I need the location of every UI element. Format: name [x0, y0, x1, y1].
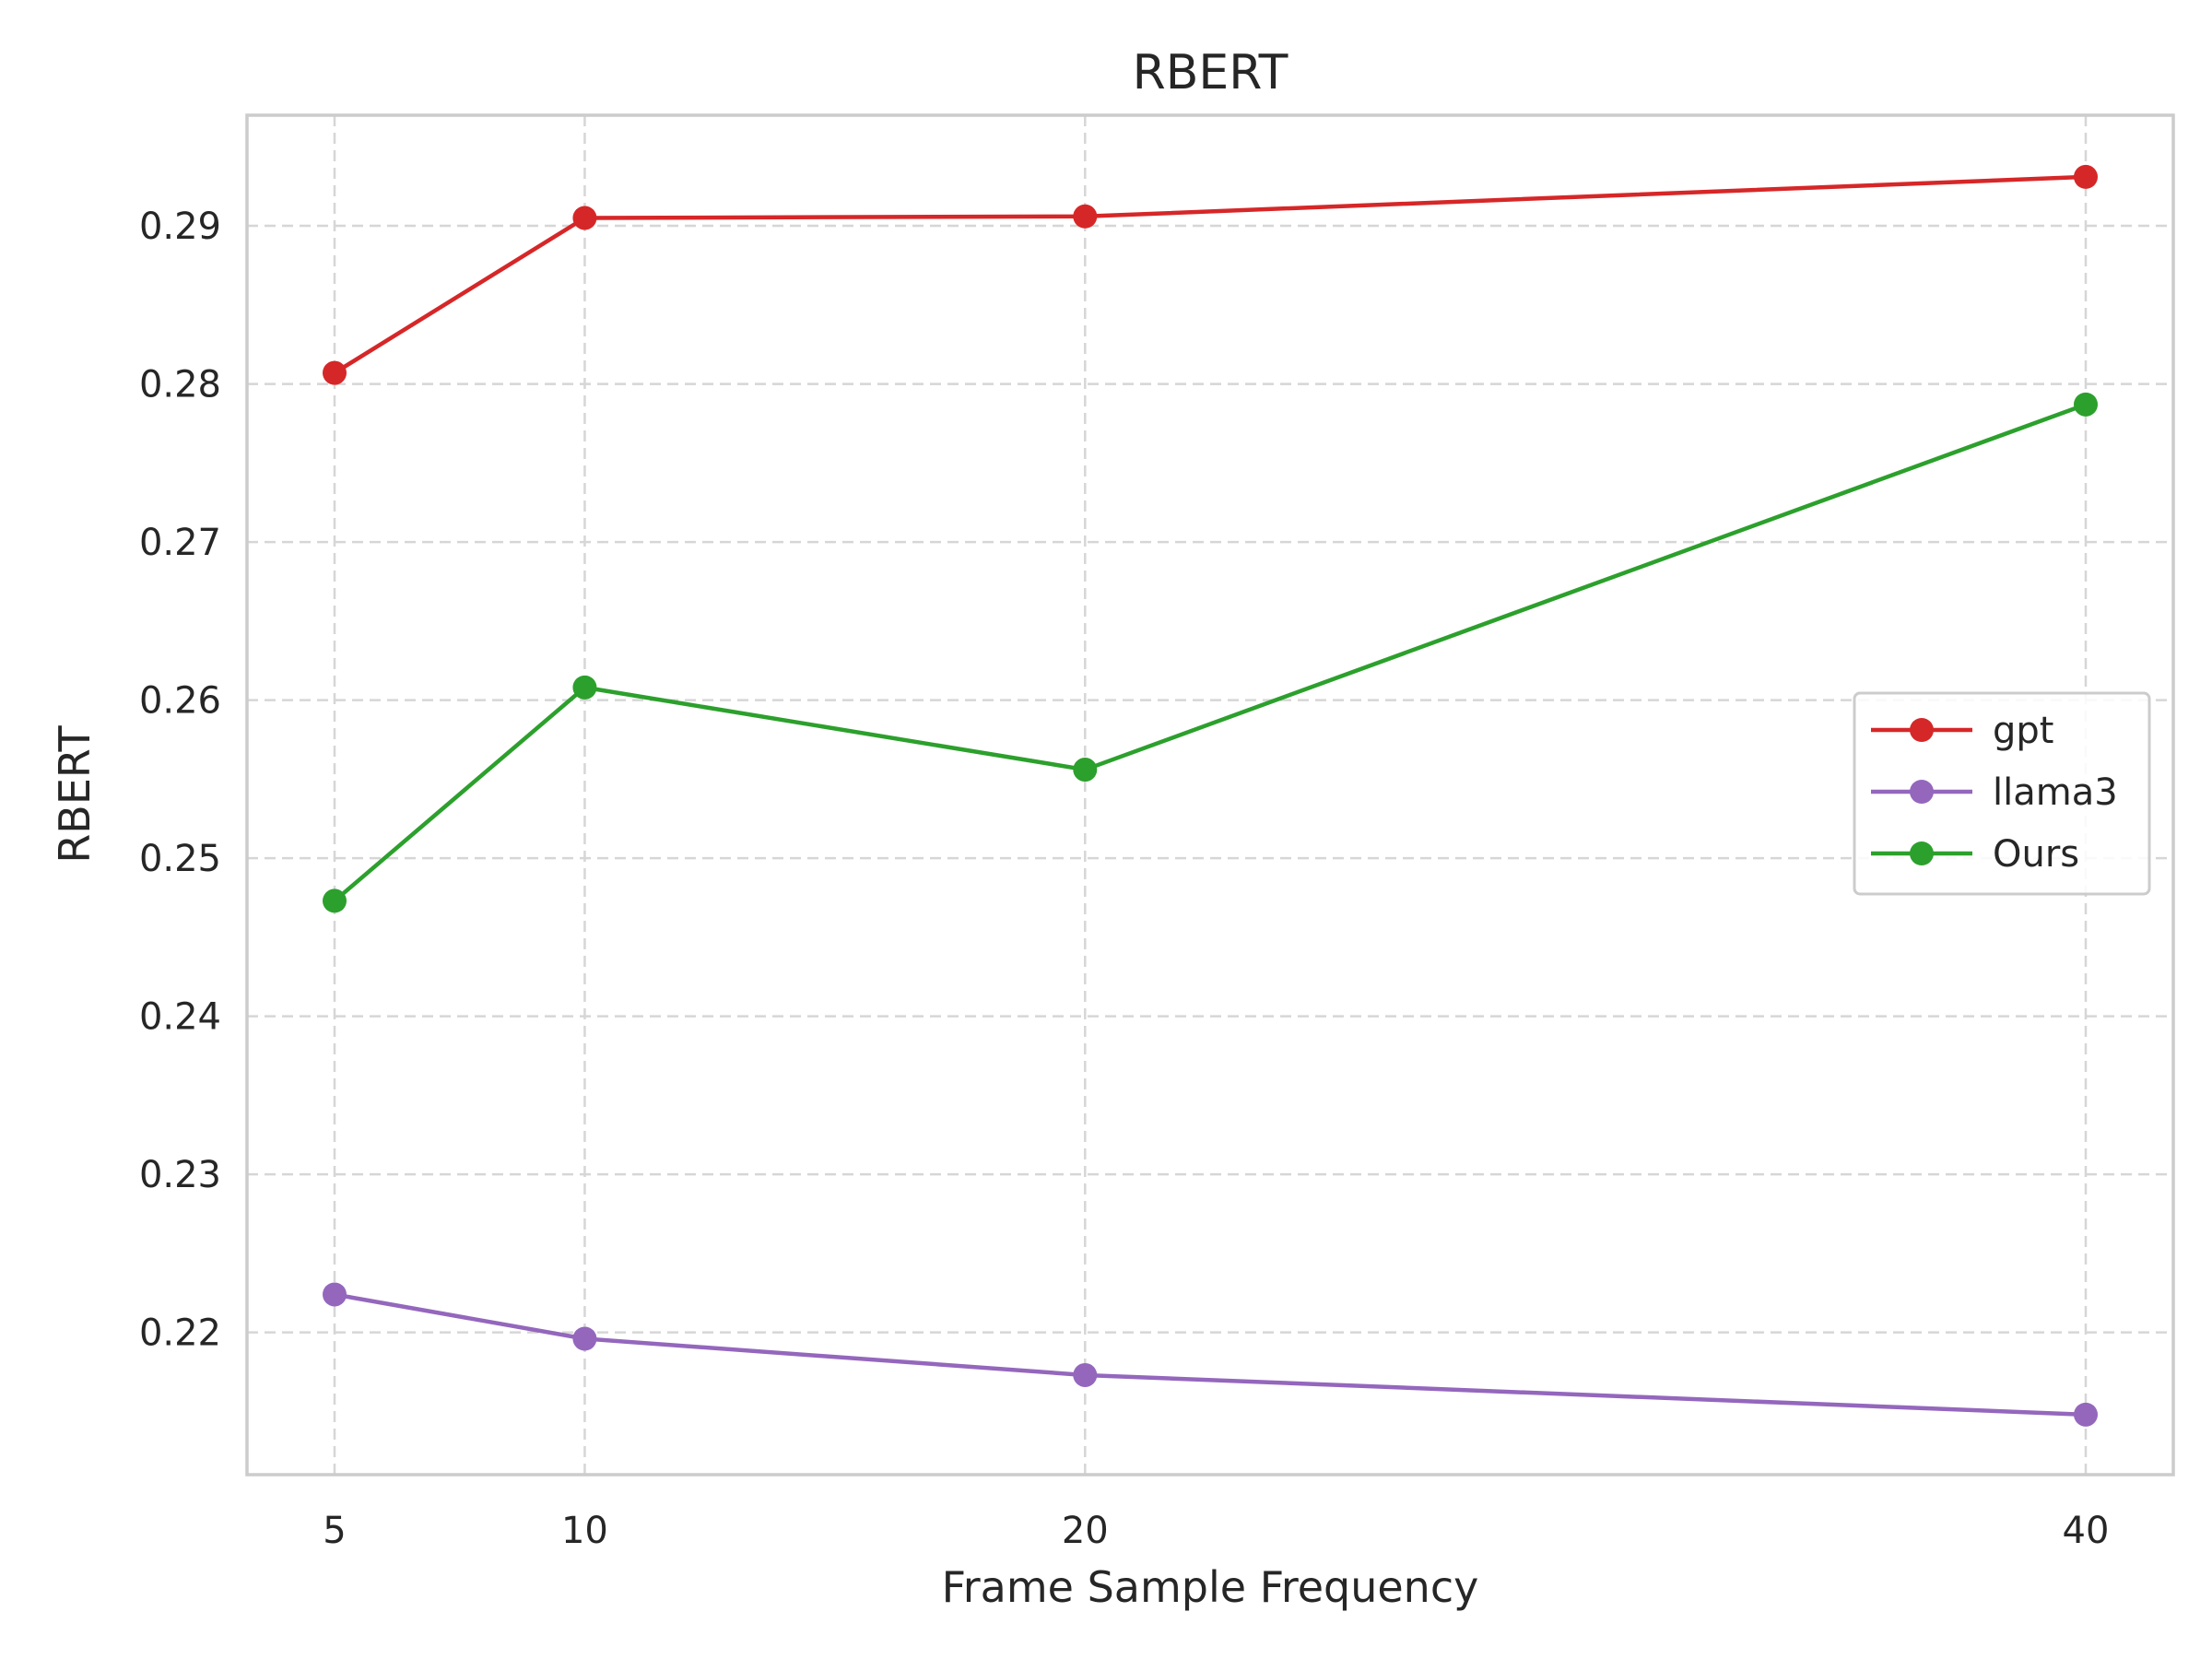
- data-point: [572, 675, 597, 700]
- data-point: [1073, 1362, 1098, 1387]
- y-tick-label: 0.25: [139, 838, 221, 880]
- data-point: [1073, 758, 1098, 782]
- data-point: [323, 1282, 347, 1307]
- data-point: [323, 360, 347, 385]
- series-group: [323, 164, 2098, 1427]
- tick-labels: 5 10 20 40 0.22 0.23 0.24 0.25 0.26 0.27 0.28 0.29: [139, 206, 2110, 1552]
- series-llama3: [323, 1282, 2098, 1427]
- legend-item: Ours: [1871, 833, 2079, 876]
- data-point: [572, 206, 597, 230]
- y-tick-label: 0.26: [139, 680, 221, 723]
- data-point: [323, 888, 347, 913]
- data-point: [2074, 164, 2098, 189]
- legend-item: gpt: [1871, 710, 2053, 752]
- legend-marker: [1910, 718, 1934, 742]
- y-tick-label: 0.24: [139, 996, 221, 1039]
- legend-label: gpt: [1993, 710, 2053, 752]
- y-tick-label: 0.27: [139, 522, 221, 564]
- y-tick-label: 0.23: [139, 1154, 221, 1196]
- grid-lines: [247, 115, 2173, 1475]
- x-tick-label: 5: [323, 1510, 346, 1552]
- series-line: [333, 402, 2087, 903]
- series-gpt: [323, 164, 2098, 385]
- y-tick-label: 0.22: [139, 1312, 221, 1355]
- x-tick-label: 20: [1062, 1510, 1109, 1552]
- legend-marker: [1910, 841, 1934, 865]
- legend-marker: [1910, 780, 1934, 804]
- data-point: [2074, 392, 2098, 417]
- x-tick-label: 10: [561, 1510, 608, 1552]
- y-tick-label: 0.29: [139, 206, 221, 248]
- legend-label: llama3: [1993, 771, 2118, 814]
- plot-frame: [245, 113, 2175, 1477]
- data-point: [2074, 1402, 2098, 1427]
- legend: gpt llama3 Ours: [1853, 691, 2151, 896]
- y-tick-label: 0.28: [139, 364, 221, 406]
- data-point: [572, 1326, 597, 1351]
- series-line: [333, 174, 2087, 375]
- series-line: [334, 1292, 2087, 1418]
- chart-title: RBERT: [1133, 45, 1288, 100]
- y-axis-label: RBERT: [50, 724, 100, 863]
- x-axis-label: Frame Sample Frequency: [942, 1562, 1479, 1612]
- data-point: [1073, 204, 1098, 229]
- legend-label: Ours: [1993, 833, 2079, 876]
- legend-item: llama3: [1871, 771, 2118, 814]
- series-ours: [323, 392, 2098, 913]
- x-tick-label: 40: [2063, 1510, 2110, 1552]
